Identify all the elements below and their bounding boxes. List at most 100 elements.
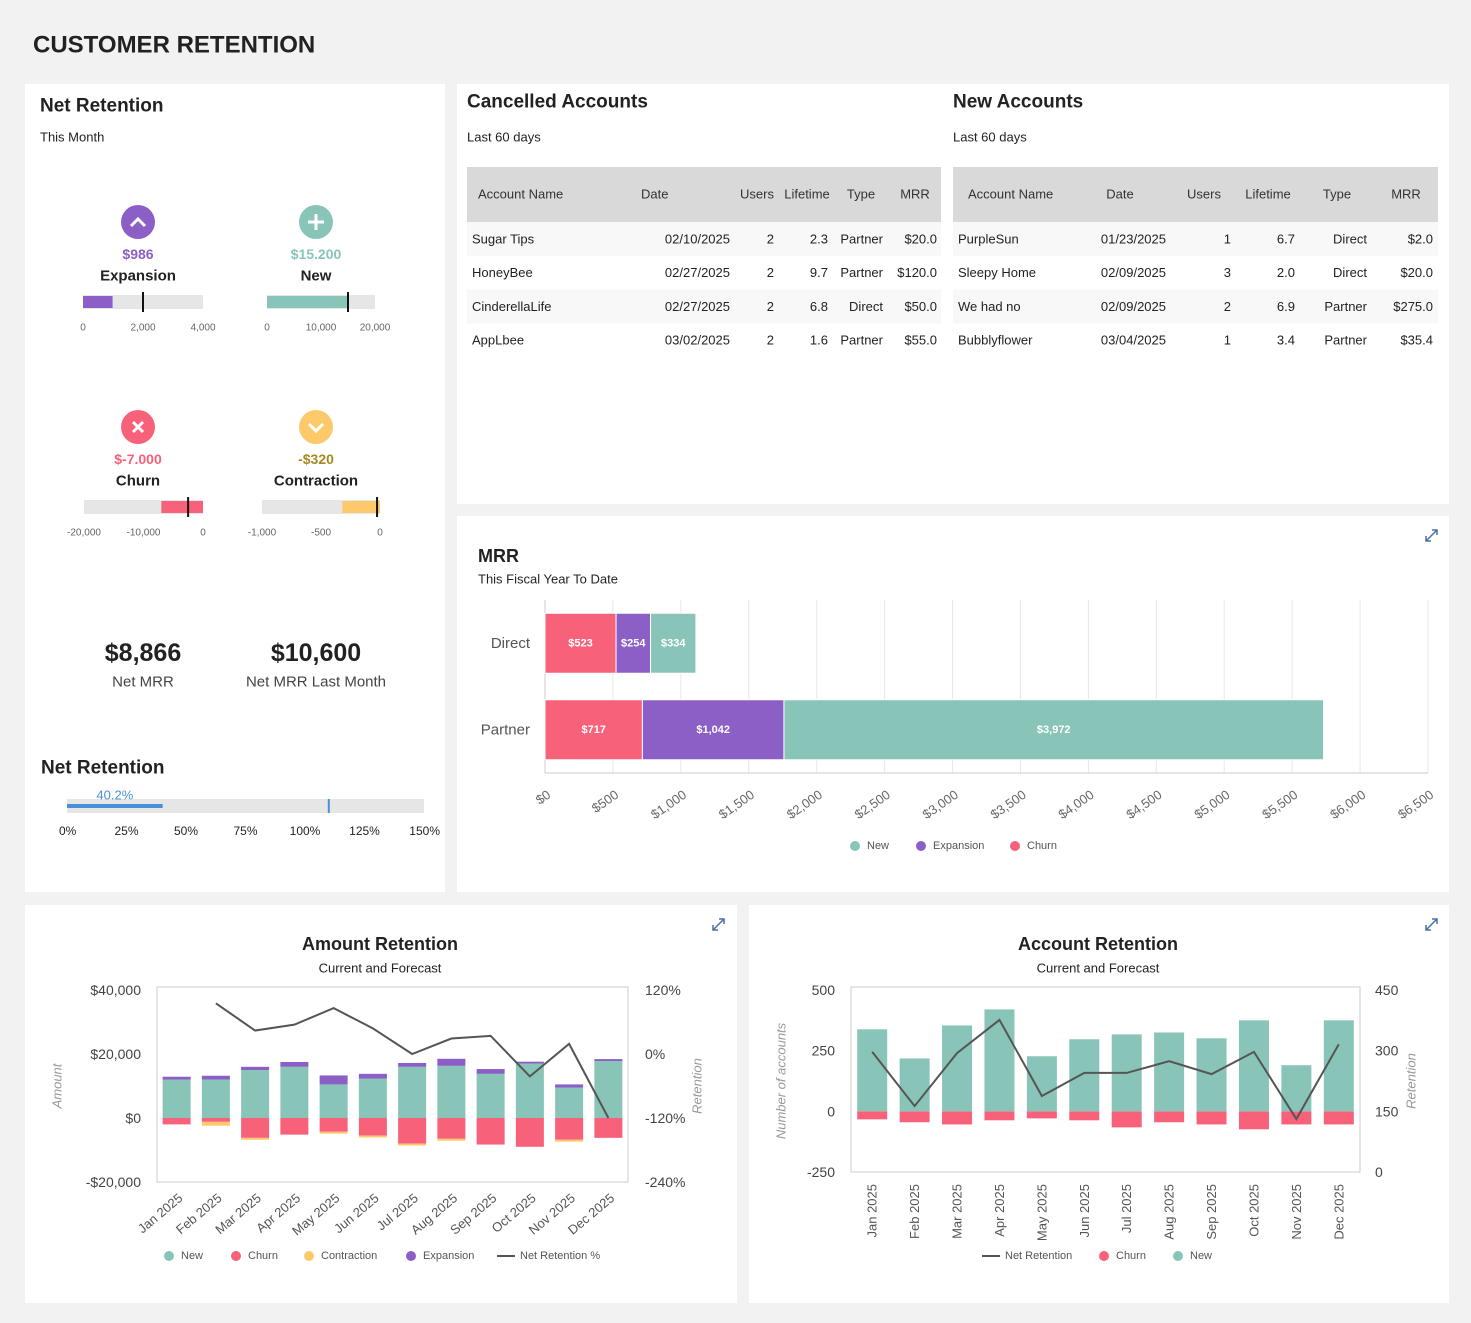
bar xyxy=(358,1118,387,1136)
gauge-tick-label: 50% xyxy=(174,824,198,838)
column-header: Account Name xyxy=(968,187,1053,202)
y-tick-label: 250 xyxy=(812,1043,836,1059)
table-header-bg xyxy=(467,167,941,222)
gauge-tick-label: 2,000 xyxy=(130,323,155,334)
table-subtitle: Last 60 days xyxy=(467,130,541,145)
gauge-tick-label: 0 xyxy=(377,528,383,539)
column-header: Type xyxy=(847,187,875,202)
column-header: Date xyxy=(1106,187,1133,202)
table-cell: 2.0 xyxy=(1277,265,1295,280)
bar xyxy=(942,1025,973,1112)
bar xyxy=(942,1111,973,1125)
bar xyxy=(515,1061,544,1064)
bar xyxy=(319,1075,348,1085)
contraction-icon xyxy=(299,410,333,444)
table-cell: 2 xyxy=(767,299,774,314)
table-cell: 2 xyxy=(767,232,774,247)
gauge-bar xyxy=(267,296,350,308)
bar xyxy=(201,1121,230,1126)
table-cell: AppLbee xyxy=(472,333,524,348)
legend-label: Contraction xyxy=(321,1250,377,1262)
new-icon xyxy=(299,205,333,239)
x-tick-label: Jun 2025 xyxy=(1077,1184,1092,1238)
legend-label: Churn xyxy=(248,1250,278,1262)
gauge-value: $986 xyxy=(122,246,153,262)
table-cell: 9.7 xyxy=(810,265,828,280)
row-bg xyxy=(467,222,941,256)
x-tick-label: Feb 2025 xyxy=(907,1184,922,1239)
chart-title: Account Retention xyxy=(1018,934,1178,954)
y2-axis-title: Retention xyxy=(1404,1053,1419,1109)
table-cell: 3 xyxy=(1224,265,1231,280)
bar xyxy=(358,1073,387,1079)
bar xyxy=(984,1111,1015,1121)
gauge-title: Churn xyxy=(116,473,160,490)
gauge-title: Net Retention xyxy=(41,758,165,779)
bar xyxy=(1069,1039,1100,1112)
bar xyxy=(555,1084,584,1088)
kpi-value: $8,866 xyxy=(105,639,181,667)
column-header: Users xyxy=(1187,187,1221,202)
table-cell: We had no xyxy=(958,299,1021,314)
y2-tick-label: 300 xyxy=(1375,1043,1399,1059)
gauge-tick-label: 10,000 xyxy=(306,323,337,334)
plot-frame xyxy=(156,986,629,1183)
bar xyxy=(1069,1111,1100,1121)
expand-button[interactable] xyxy=(712,918,725,931)
table-cell: Direct xyxy=(849,299,883,314)
bar xyxy=(241,1137,270,1140)
y-tick-label: Direct xyxy=(491,635,531,652)
table-cell: Partner xyxy=(1324,299,1367,314)
table-cell: 3.4 xyxy=(1277,333,1295,348)
legend-label: Expansion xyxy=(423,1250,474,1262)
gauge-tick-label: -1,000 xyxy=(248,528,277,539)
bar xyxy=(1323,1111,1354,1125)
table-subtitle: Last 60 days xyxy=(953,130,1027,145)
y-tick-label: 500 xyxy=(812,982,836,998)
x-tick-label: Mar 2025 xyxy=(950,1184,965,1239)
bar xyxy=(1111,1111,1142,1128)
line-series xyxy=(215,1002,610,1119)
bar xyxy=(201,1118,230,1122)
gauge-tick-label: -20,000 xyxy=(67,528,101,539)
table-cell: $2.0 xyxy=(1408,232,1433,247)
gauge-value: 40.2% xyxy=(96,788,133,803)
bar xyxy=(1154,1032,1185,1112)
expand-button[interactable] xyxy=(1425,529,1438,542)
y2-axis-title: Retention xyxy=(690,1058,705,1114)
y-tick-label: $0 xyxy=(125,1110,141,1126)
y2-tick-label: 0 xyxy=(1375,1164,1383,1180)
gauge-tick-label: 100% xyxy=(290,824,321,838)
y2-tick-label: 150 xyxy=(1375,1103,1399,1119)
table-cell: $275.0 xyxy=(1393,299,1433,314)
gauge-title: Expansion xyxy=(100,268,176,285)
legend-symbol xyxy=(406,1251,416,1261)
row-bg xyxy=(953,289,1438,324)
table-cell: 02/09/2025 xyxy=(1101,265,1166,280)
table-cell: Partner xyxy=(840,265,883,280)
gauge-tick-label: 75% xyxy=(233,824,257,838)
column-header: Date xyxy=(641,187,668,202)
bar xyxy=(594,1118,623,1138)
table-cell: PurpleSun xyxy=(958,232,1019,247)
table-cell: 1 xyxy=(1224,333,1231,348)
bar xyxy=(476,1069,505,1074)
bar xyxy=(398,1066,427,1118)
table-cell: Sleepy Home xyxy=(958,265,1036,280)
y2-tick-label: 0% xyxy=(645,1046,665,1062)
bar xyxy=(899,1058,930,1112)
bar xyxy=(1154,1111,1185,1123)
page-title: CUSTOMER RETENTION xyxy=(33,32,315,59)
x-tick-label: May 2025 xyxy=(1034,1184,1049,1241)
bar xyxy=(615,612,652,674)
y-tick-label: $40,000 xyxy=(90,982,141,998)
bar xyxy=(515,1118,544,1147)
gauge-tick-label: 0 xyxy=(200,528,206,539)
row-bg xyxy=(953,222,1438,256)
expand-button[interactable] xyxy=(1425,918,1438,931)
legend-label: Churn xyxy=(1027,840,1057,852)
chart-title: MRR xyxy=(478,546,519,566)
gauge-tick-label: 150% xyxy=(409,824,440,838)
gauge-title: Contraction xyxy=(274,473,358,490)
table-cell: 02/27/2025 xyxy=(665,299,730,314)
